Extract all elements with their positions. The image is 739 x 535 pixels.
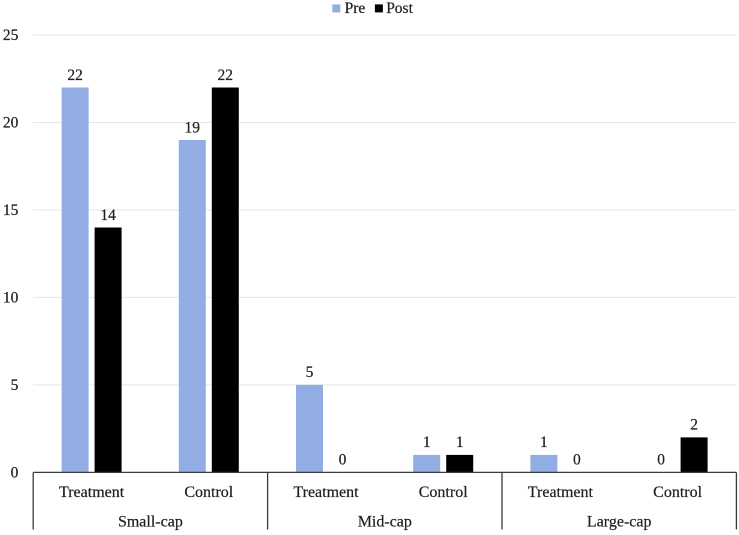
svg-text:14: 14 xyxy=(100,207,116,224)
svg-text:0: 0 xyxy=(657,452,665,469)
svg-text:Control: Control xyxy=(419,484,468,501)
svg-text:Mid-cap: Mid-cap xyxy=(358,514,412,531)
svg-text:Control: Control xyxy=(184,484,233,501)
svg-text:0: 0 xyxy=(573,452,581,469)
svg-text:19: 19 xyxy=(185,119,201,136)
svg-text:1: 1 xyxy=(423,434,431,451)
svg-text:0: 0 xyxy=(11,465,19,482)
svg-text:Pre: Pre xyxy=(345,0,366,17)
svg-text:Treatment: Treatment xyxy=(59,484,125,501)
svg-text:5: 5 xyxy=(11,377,19,394)
svg-text:Post: Post xyxy=(386,0,413,17)
svg-text:22: 22 xyxy=(67,67,83,84)
svg-text:0: 0 xyxy=(339,452,347,469)
svg-text:2: 2 xyxy=(690,417,698,434)
svg-text:5: 5 xyxy=(306,364,314,381)
svg-text:Control: Control xyxy=(653,484,702,501)
svg-text:10: 10 xyxy=(3,290,19,307)
svg-text:15: 15 xyxy=(3,202,19,219)
svg-text:1: 1 xyxy=(456,434,464,451)
svg-text:Treatment: Treatment xyxy=(528,484,594,501)
svg-text:Treatment: Treatment xyxy=(293,484,359,501)
svg-text:25: 25 xyxy=(3,27,19,44)
svg-text:Small-cap: Small-cap xyxy=(118,514,183,531)
svg-text:Large-cap: Large-cap xyxy=(587,514,652,531)
svg-text:22: 22 xyxy=(218,67,234,84)
svg-text:20: 20 xyxy=(3,115,19,132)
svg-text:1: 1 xyxy=(540,434,548,451)
